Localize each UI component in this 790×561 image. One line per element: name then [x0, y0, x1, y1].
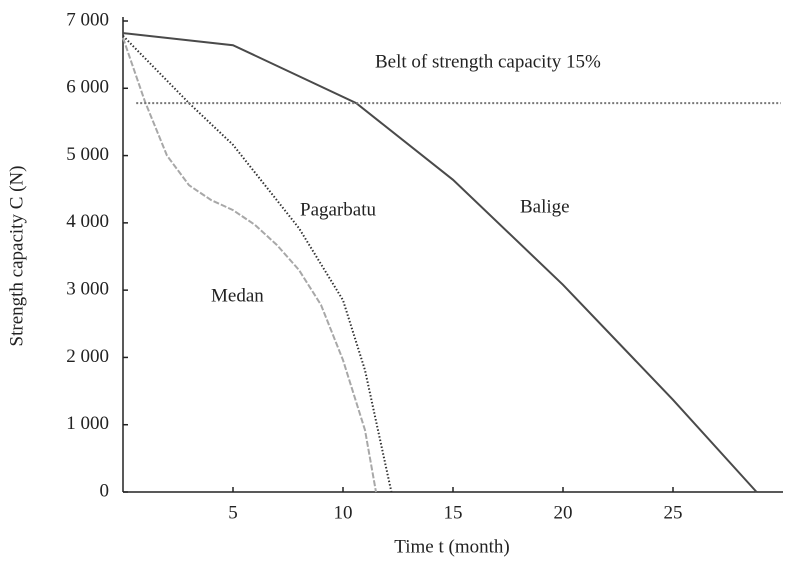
y-tick-label: 4 000	[66, 211, 109, 232]
y-tick-label: 2 000	[66, 346, 109, 367]
series-line	[122, 32, 758, 493]
series-label: Medan	[211, 285, 264, 306]
series-line	[122, 35, 393, 493]
x-tick-label: 20	[554, 502, 573, 523]
y-tick-label: 0	[100, 480, 110, 501]
x-axis-label: Time t (month)	[394, 536, 509, 557]
series-line	[122, 37, 377, 493]
x-tick-label: 5	[228, 502, 238, 523]
x-tick-label: 10	[334, 502, 353, 523]
series-label: Pagarbatu	[300, 199, 376, 220]
y-tick-label: 7 000	[66, 9, 109, 30]
series-label: Belt of strength capacity 15%	[375, 51, 601, 72]
y-tick-label: 5 000	[66, 144, 109, 165]
series-label: Balige	[520, 196, 570, 217]
x-tick-label: 15	[444, 502, 463, 523]
y-tick-label: 3 000	[66, 279, 109, 300]
x-tick-label: 25	[664, 502, 683, 523]
y-axis-label: Strength capacity C (N)	[6, 166, 27, 347]
y-tick-label: 1 000	[66, 413, 109, 434]
y-tick-label: 6 000	[66, 77, 109, 98]
